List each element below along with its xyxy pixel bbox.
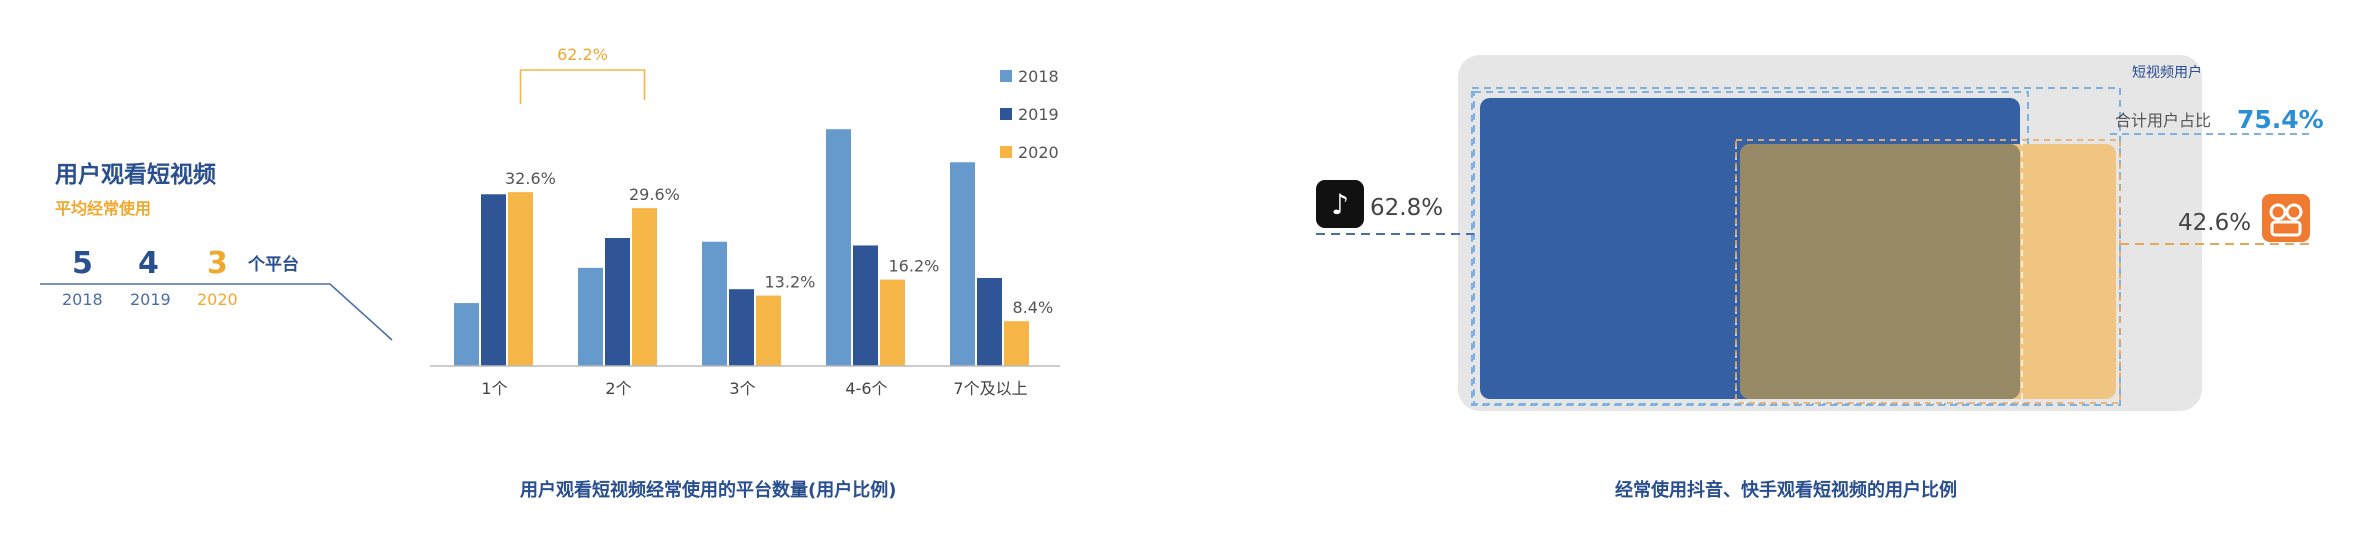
bracket-label: 62.2%: [557, 45, 608, 64]
douyin-icon: [1316, 180, 1364, 228]
chart1-caption: 用户观看短视频经常使用的平台数量(用户比例): [520, 480, 897, 501]
legend-swatch-2018: [1000, 70, 1012, 82]
x-tick-labels: 1个 2个 3个 4-6个 7个及以上: [481, 379, 1027, 398]
tick-label-4: 7个及以上: [953, 379, 1027, 398]
bars-group: [454, 129, 1029, 366]
bar-2018-3: [826, 129, 851, 366]
data-label-0: 32.6%: [505, 169, 556, 188]
bar-2018-2: [702, 241, 727, 366]
bar-2018-1: [578, 267, 603, 366]
chart2-caption: 经常使用抖音、快手观看短视频的用户比例: [1615, 480, 1957, 501]
bar-2019-3: [853, 245, 878, 366]
overlap-area: [1740, 144, 2020, 399]
tick-label-2: 3个: [729, 379, 755, 398]
bracket-line: [519, 69, 646, 104]
kuaishou-value: 42.6%: [2178, 210, 2251, 236]
douyin-value: 62.8%: [1370, 195, 1443, 221]
count-2019: 4: [138, 246, 159, 281]
platform-count-chart: 1个 2个 3个 4-6个 7个及以上 32.6% 29.6% 13.2% 16.2% 8.4%…: [430, 45, 1060, 398]
combined-value: 75.4%: [2237, 105, 2324, 134]
tick-label-0: 1个: [481, 379, 507, 398]
count-2020: 3: [207, 246, 228, 281]
bar-2019-2: [729, 289, 754, 366]
data-label-3: 16.2%: [889, 257, 940, 276]
bar-2020-2: [756, 295, 781, 366]
bar-2020-1: [632, 208, 657, 366]
year-2019: 2019: [130, 290, 171, 309]
douyin-icon-glyph: ♪: [1331, 188, 1349, 221]
data-label-1: 29.6%: [629, 185, 680, 204]
year-2018: 2018: [62, 290, 103, 309]
bar-2019-1: [605, 238, 630, 366]
legend-swatch-2020: [1000, 146, 1012, 158]
tick-label-1: 2个: [605, 379, 631, 398]
info-subtitle: 平均经常使用: [55, 199, 152, 218]
bar-2019-4: [977, 278, 1002, 366]
legend: 2018 2019 2020: [1000, 67, 1059, 162]
kuaishou-outline: [1735, 139, 2121, 404]
legend-label-2019: 2019: [1018, 105, 1059, 124]
legend-label-2018: 2018: [1018, 67, 1059, 86]
data-labels: 32.6% 29.6% 13.2% 16.2% 8.4%: [505, 169, 1053, 317]
douyin-kuaishou-chart: 短视频用户 合计用户占比 75.4% ♪ 62.8% 42.6%: [1316, 55, 2324, 411]
platform-unit: 个平台: [248, 255, 299, 275]
legend-swatch-2019: [1000, 108, 1012, 120]
bar-2019-0: [481, 194, 506, 366]
bar-2020-4: [1004, 321, 1029, 366]
bar-2020-0: [508, 192, 533, 366]
count-2018: 5: [72, 246, 93, 281]
bar-2020-3: [880, 279, 905, 366]
tick-label-3: 4-6个: [845, 379, 887, 398]
data-label-4: 8.4%: [1013, 298, 1054, 317]
connector-line: [40, 283, 393, 341]
legend-label-2020: 2020: [1018, 143, 1059, 162]
combined-prefix: 合计用户占比: [2115, 111, 2211, 130]
bar-2018-0: [454, 303, 479, 366]
year-2020: 2020: [197, 290, 238, 309]
bar-2018-4: [950, 162, 975, 366]
total-users-label: 短视频用户: [2132, 64, 2202, 81]
bracket-annotation: 62.2%: [519, 45, 646, 104]
data-label-2: 13.2%: [765, 273, 816, 292]
info-title: 用户观看短视频: [55, 162, 216, 188]
